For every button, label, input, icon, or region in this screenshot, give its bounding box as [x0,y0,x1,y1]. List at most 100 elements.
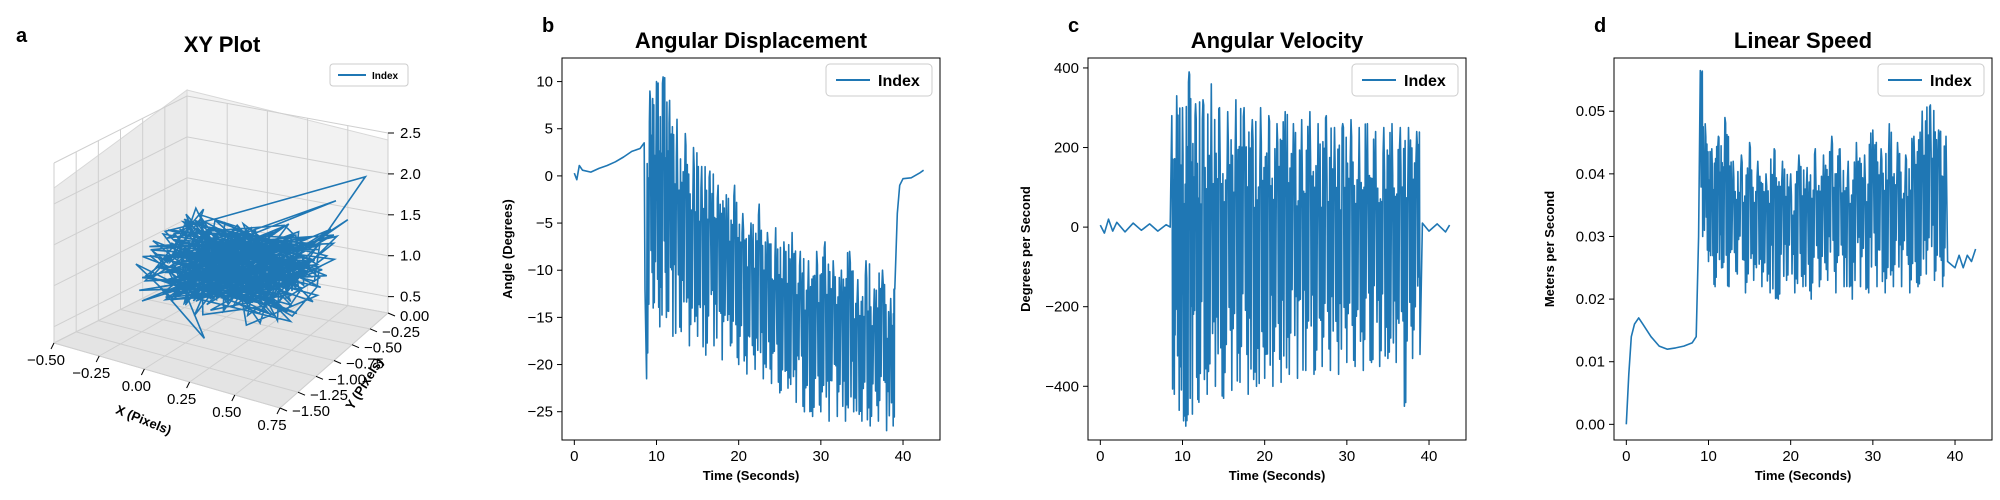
x-tick-label: 20 [1256,448,1273,465]
y-tick-label: 0.02 [1576,291,1605,308]
x-axis-label: X (Pixels) [114,402,174,438]
y-tick-mark [279,407,288,412]
y-tick-label: −25 [528,404,553,421]
grid-line-floor-y [142,297,353,346]
y-tick-label: −10 [528,262,553,279]
legend-label: Index [1404,73,1446,90]
y-tick-label: 0.05 [1576,103,1605,120]
y-tick-label: 0.04 [1576,166,1605,183]
y-tick-label: 0.01 [1576,354,1605,371]
x-tick-label: 0 [570,448,578,465]
z-tick-label: 1.5 [400,207,421,224]
y-tick-label: 400 [1054,60,1079,77]
x-tick-label: 0 [1096,448,1104,465]
legend-box [825,63,933,97]
chart-title: XY Plot [184,32,261,57]
panel-letter-a: a [16,25,28,47]
y-tick-mark [315,375,324,380]
panel-letter-c: c [1068,15,1079,37]
legend-box [1877,63,1985,97]
x-tick-label: 40 [1947,448,1964,465]
linear-speed-chart: Linear Speed 0 10 20 30 40 0.05 0.04 0.03 0.02 0.0… [1542,28,1993,483]
angular-displacement-chart: Angular Displacement 0 10 20 30 40 10 5 0 −5 −10 −1… [500,28,941,483]
grid-line-z [53,95,389,164]
y-tick-mark [369,328,378,333]
axis-ticks-3d: −0.50−0.250.000.250.500.75−1.50−1.25−1.0… [27,125,429,434]
grid-line-floor-y [76,331,299,393]
legend-label: Index [372,71,399,82]
x-axis-label: Time (Seconds) [1229,468,1326,483]
x-tick-label: 40 [895,448,912,465]
x-axis-label: Time (Seconds) [1755,468,1852,483]
x-tick-label: 0 [1622,448,1630,465]
y-tick-label: −1.25 [310,387,348,404]
y-tick-label: −20 [528,357,553,374]
y-tick-label: 5 [545,121,553,138]
chart-title: Angular Velocity [1191,28,1364,53]
xy-plot-3d: XY Plot −0.50−0.250.000.250.500.75−1.50−… [27,32,429,438]
plot-frame [1613,57,1993,441]
legend-label: Index [878,73,920,90]
grid-line-z [53,136,389,205]
grid-line-floor-y [98,320,317,377]
z-tick-label: 1.0 [400,248,421,265]
y-tick-label: −1.50 [292,403,330,420]
x-tick-mark [95,355,100,363]
y-tick-mark [333,360,342,364]
y-tick-label: 0.03 [1576,228,1605,245]
x-tick-mark [276,407,281,415]
legend-label: Index [1930,73,1972,90]
x-tick-mark [50,342,55,350]
y-tick-label: 200 [1054,140,1079,157]
x-tick-label: 30 [1865,448,1882,465]
z-tick-label: 2.5 [400,125,421,142]
y-tick-mark [351,344,360,349]
x-tick-label: 10 [648,448,665,465]
y-axis-label: Degrees per Second [1018,186,1033,312]
y-tick-label: −0.50 [364,340,402,357]
legend-box [1351,63,1459,97]
y-tick-label: 10 [536,74,553,91]
z-tick-label: 2.0 [400,166,421,183]
x-tick-mark [186,381,191,389]
panel-letter-b: b [542,15,554,37]
y-tick-mark [297,391,306,396]
plot-frame [1087,57,1467,441]
grid-line-floor-y [53,342,281,409]
grid-line-z [53,177,389,246]
x-axis-label: Time (Seconds) [703,468,800,483]
x-tick-label: 40 [1421,448,1438,465]
x-tick-mark [231,394,236,402]
x-tick-label: 20 [730,448,747,465]
angular-velocity-chart: Angular Velocity 0 10 20 30 40 400 200 0 −200 −400… [1018,28,1467,483]
y-tick-label: −5 [536,215,553,232]
grid-line-floor-y [120,309,335,361]
x-tick-mark [140,368,145,376]
panel-letter-d: d [1594,15,1606,37]
chart-title: Linear Speed [1734,28,1872,53]
y-tick-label: 0.00 [1576,416,1605,433]
x-tick-label: 0.75 [257,417,286,434]
x-tick-label: 0.25 [167,391,196,408]
y-axis-label: Angle (Degrees) [500,199,515,299]
y-tick-label: −1.00 [328,371,366,388]
chart-title: Angular Displacement [635,28,868,53]
y-tick-label: 0 [1071,219,1079,236]
z-tick-label: 0.5 [400,289,421,306]
x-tick-label: 10 [1174,448,1191,465]
x-tick-label: 20 [1782,448,1799,465]
y-tick-label: 0 [545,168,553,185]
series-line-index [1625,69,1977,425]
series-line-index [1099,71,1451,427]
plot-frame [561,57,941,441]
x-tick-label: −0.50 [27,352,65,369]
y-tick-label: 0.00 [400,308,429,325]
y-tick-label: −0.75 [346,356,384,373]
y-tick-label: −200 [1045,299,1079,316]
x-tick-label: 30 [1339,448,1356,465]
series-line-index [573,76,925,432]
y-axis-label: Meters per Second [1542,191,1557,307]
legend-box [329,63,409,87]
x-tick-label: 10 [1700,448,1717,465]
